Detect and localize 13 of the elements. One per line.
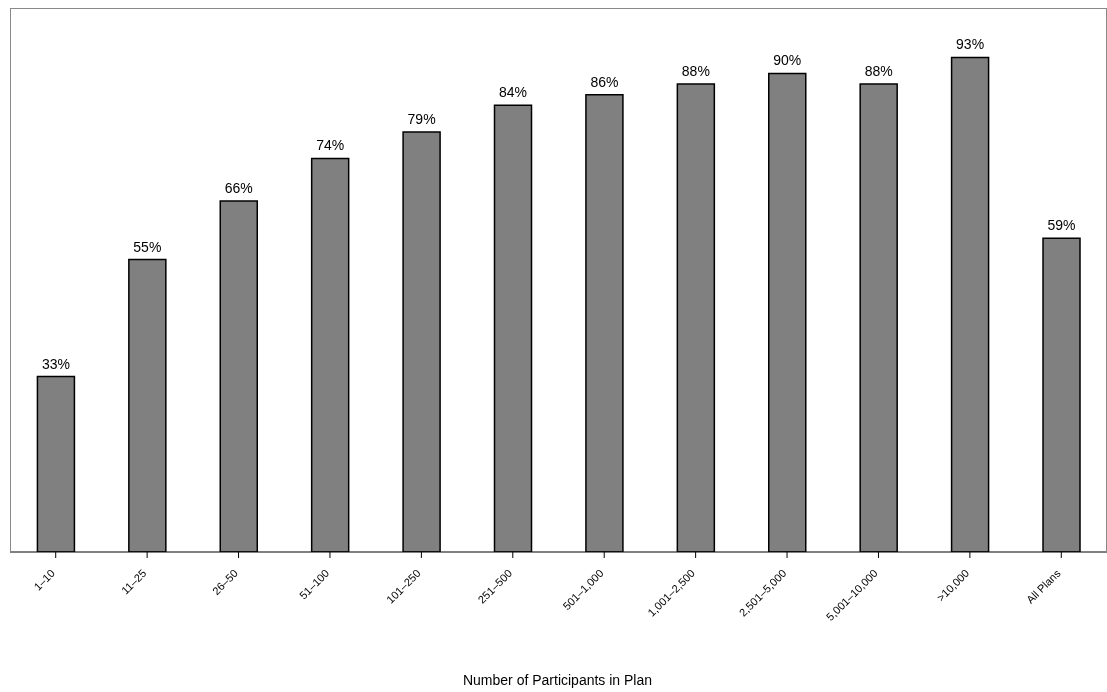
data-label: 84% bbox=[498, 84, 528, 101]
data-label: 55% bbox=[133, 238, 162, 255]
data-label: 59% bbox=[1047, 217, 1076, 234]
x-axis-title: Number of Participants in Plan bbox=[461, 672, 654, 688]
data-label: 79% bbox=[407, 110, 436, 127]
data-label: 93% bbox=[956, 36, 985, 53]
data-label: 66% bbox=[224, 180, 253, 197]
data-label: 90% bbox=[773, 52, 802, 69]
data-label: 88% bbox=[681, 63, 710, 80]
data-label: 86% bbox=[590, 73, 619, 90]
data-label: 74% bbox=[316, 137, 345, 154]
data-label: 88% bbox=[864, 63, 893, 80]
data-label: 33% bbox=[41, 355, 70, 372]
